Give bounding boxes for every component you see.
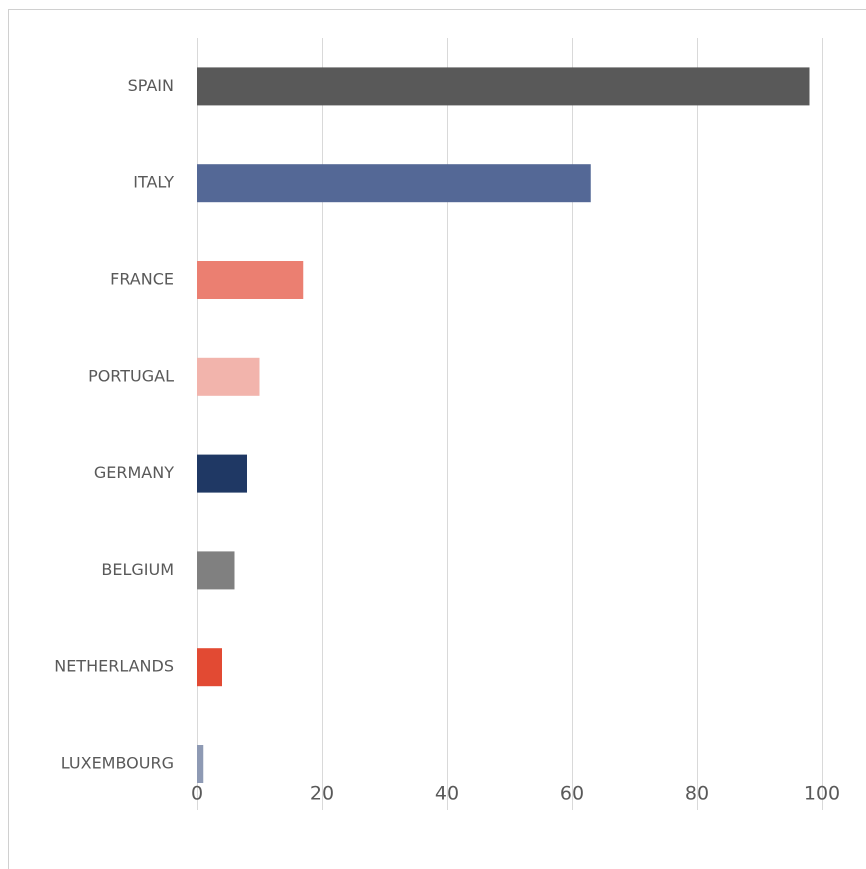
x-tick-label: 100: [804, 783, 840, 805]
category-label-luxembourg: LUXEMBOURG: [61, 754, 174, 773]
category-label-netherlands: NETHERLANDS: [54, 657, 174, 676]
bar-portugal: [197, 357, 260, 396]
gridlines: [197, 38, 823, 810]
chart-frame: [8, 9, 866, 869]
category-label-spain: SPAIN: [128, 76, 174, 95]
bar-germany: [197, 454, 247, 493]
x-tick-labels: 0 20 40 60 80 100: [191, 783, 840, 805]
bar-luxembourg: [197, 745, 204, 783]
category-label-portugal: PORTUGAL: [88, 366, 174, 385]
category-label-italy: ITALY: [133, 173, 174, 192]
x-tick-label: 40: [435, 783, 459, 805]
category-label-france: FRANCE: [110, 270, 174, 289]
category-labels: SPAIN ITALY FRANCE PORTUGAL GERMANY BELGIUM NE…: [54, 76, 174, 773]
bars: [197, 67, 810, 783]
bar-italy: [197, 164, 591, 203]
x-tick-label: 80: [685, 783, 709, 805]
bar-belgium: [197, 551, 235, 590]
category-label-germany: GERMANY: [94, 463, 174, 482]
bar-france: [197, 261, 304, 299]
x-tick-label: 0: [191, 783, 203, 805]
bar-netherlands: [197, 648, 222, 687]
x-tick-label: 20: [310, 783, 334, 805]
x-tick-label: 60: [560, 783, 584, 805]
category-label-belgium: BELGIUM: [101, 560, 174, 579]
bar-spain: [197, 67, 810, 106]
